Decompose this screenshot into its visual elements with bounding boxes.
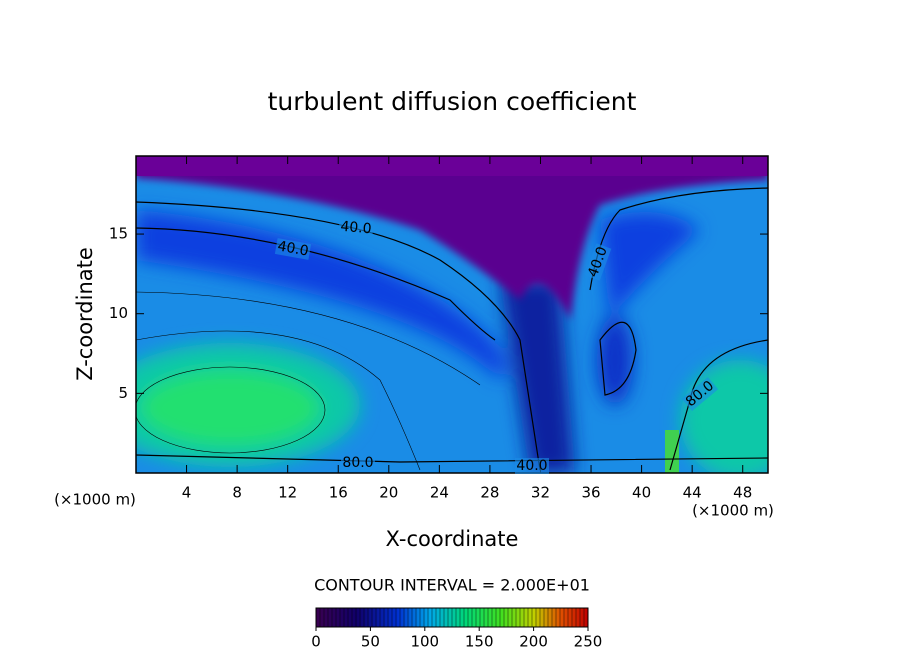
x-tick-label: 20 [379, 484, 398, 502]
x-tick-label: 48 [733, 484, 752, 502]
chart-title: turbulent diffusion coefficient [268, 87, 637, 116]
y-unit-label: (×1000 m) [54, 491, 136, 509]
contour-label: 40.0 [276, 238, 309, 259]
colorbar-tick-label: 0 [311, 633, 321, 651]
colorbar-tick-label: 150 [465, 633, 494, 651]
contour-label-bg [681, 376, 719, 412]
contour-label: 80.0 [342, 455, 373, 471]
contour-label-group: 80.0 [341, 455, 375, 471]
contour-label-bg [338, 218, 374, 238]
y-axis-label: Z-coordinate [73, 247, 97, 381]
x-axis-label: X-coordinate [386, 527, 519, 551]
contour-label-group: 40.0 [274, 238, 312, 260]
colorbar-tick-label: 50 [361, 633, 380, 651]
contour-label-group: 40.0 [515, 458, 549, 474]
contour-label: 40.0 [340, 219, 372, 238]
x-tick-label: 44 [683, 484, 702, 502]
colorbar-stripes [315, 608, 589, 627]
x-tick-label: 32 [531, 484, 550, 502]
x-tick-label: 28 [480, 484, 499, 502]
x-tick-label: 36 [581, 484, 600, 502]
contour-label-group: 40.0 [338, 218, 374, 238]
contour-label-bg [515, 458, 549, 474]
colorbar-tick-label: 100 [410, 633, 439, 651]
x-tick-label: 24 [430, 484, 449, 502]
x-unit-label: (×1000 m) [692, 502, 774, 520]
y-tick-label: 15 [109, 225, 128, 243]
contour-label: 40.0 [516, 458, 547, 474]
contour-label-bg [274, 238, 312, 260]
colorbar-tick-label: 250 [574, 633, 603, 651]
x-tick-label: 16 [329, 484, 348, 502]
x-tick-label: 4 [182, 484, 192, 502]
x-tick-label: 8 [232, 484, 242, 502]
plot-frame [135, 155, 769, 474]
y-tick-label: 10 [109, 304, 128, 322]
contour-label-bg [584, 243, 612, 281]
colorbar-tick-label: 200 [519, 633, 548, 651]
contour-label-bg [341, 455, 375, 471]
x-tick-label: 12 [278, 484, 297, 502]
y-tick-label: 5 [118, 384, 128, 402]
x-tick-label: 40 [632, 484, 651, 502]
contour-interval: CONTOUR INTERVAL = 2.000E+01 [314, 576, 590, 595]
contour-field [136, 156, 768, 473]
